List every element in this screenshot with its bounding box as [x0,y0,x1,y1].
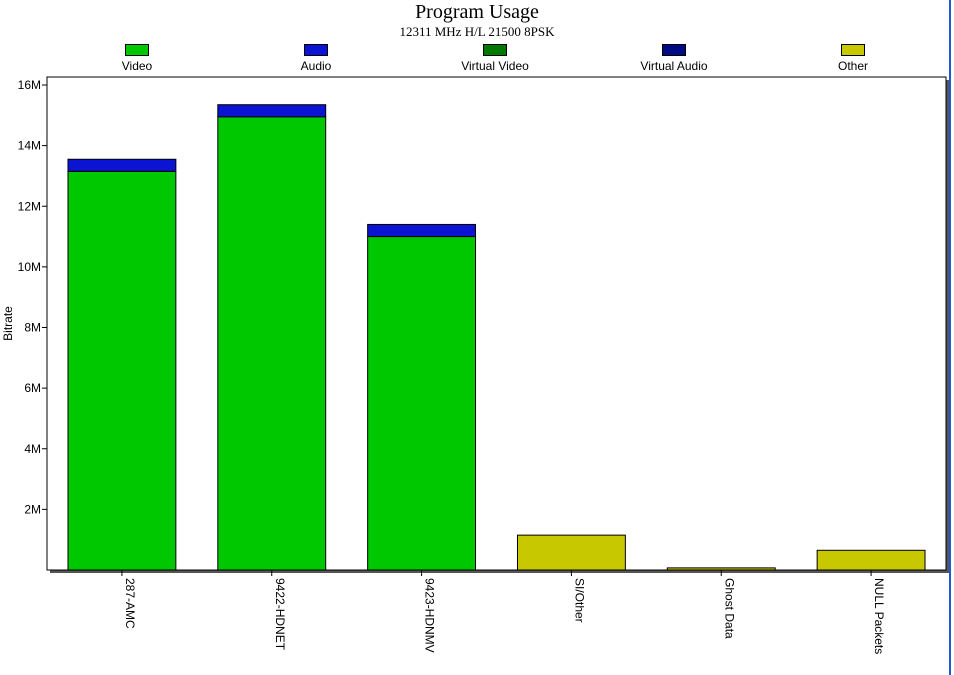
legend-swatch-virtual-video [483,44,507,56]
bar-287-amc-audio [67,158,177,172]
y-tick-label: 8M [24,321,41,335]
chart-title: Program Usage [415,1,539,23]
legend-label-virtual-video: Virtual Video [461,59,529,73]
chart-subtitle: 12311 MHz H/L 21500 8PSK [399,24,555,39]
legend-item-video: Video [67,44,207,74]
y-tick-label: 14M [18,139,41,153]
legend-swatch-other [841,44,865,56]
y-tick-label: 16M [18,78,41,92]
legend-item-virtual-audio: Virtual Audio [604,44,744,74]
bar-9422-hdnet-video [217,116,327,571]
y-tick-label: 12M [18,199,41,213]
legend-item-virtual-video: Virtual Video [425,44,565,74]
window-edge [949,0,951,675]
y-axis-title: Bitrate [1,306,15,341]
category-label: 9423-HDNMV [423,578,437,653]
y-tick-label: 4M [24,442,41,456]
bar-9422-hdnet-audio [217,104,327,118]
category-label: Ghost Data [722,578,736,639]
legend-label-audio: Audio [300,59,332,73]
category-label: 287-AMC [123,578,137,629]
bar-287-amc-video [67,170,177,571]
legend-label-video: Video [121,59,153,73]
bar-si-other-other [516,534,626,571]
plot-area [46,76,947,571]
legend-label-virtual-audio: Virtual Audio [640,59,708,73]
legend-swatch-audio [304,44,328,56]
bar-ghost-data-other [666,567,776,571]
legend-item-audio: Audio [246,44,386,74]
legend-item-other: Other [783,44,923,74]
category-label: NULL Packets [872,578,886,654]
legend-label-other: Other [837,59,868,73]
bar-9423-hdnmv-video [367,236,477,571]
y-tick-label: 6M [24,381,41,395]
bar-9423-hdnmv-audio [367,223,477,238]
legend-swatch-video [125,44,149,56]
bar-null-packets-other [816,549,926,571]
y-tick-label: 10M [18,260,41,274]
y-tick-label: 2M [24,502,41,516]
legend-swatch-virtual-audio [662,44,686,56]
category-label: SI/Other [572,578,586,623]
category-label: 9422-HDNET [273,578,287,651]
